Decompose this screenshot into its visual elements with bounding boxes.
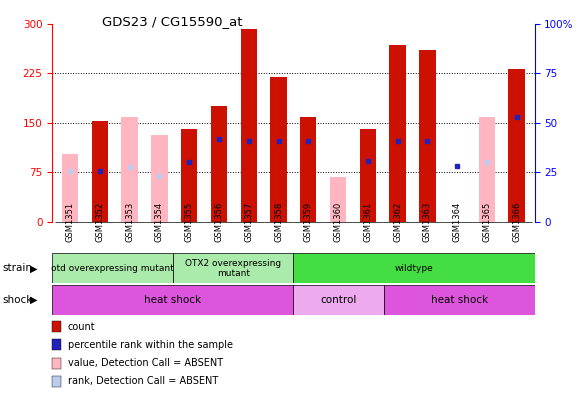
Bar (442, 222, 472, 223)
Bar (151, 135, 168, 222)
Text: shock: shock (3, 295, 33, 305)
Bar (173, 253, 293, 283)
Bar (389, 45, 406, 222)
Bar (419, 50, 436, 222)
Bar (115, 222, 145, 223)
Text: GSM1357: GSM1357 (244, 202, 253, 242)
Bar (353, 222, 383, 223)
Text: GSM1353: GSM1353 (125, 202, 134, 242)
Text: wildtype: wildtype (394, 264, 433, 273)
Text: GSM1359: GSM1359 (304, 202, 313, 242)
Text: otd overexpressing mutant: otd overexpressing mutant (51, 264, 174, 273)
Bar (52, 285, 293, 315)
Bar (174, 222, 204, 223)
Bar (413, 222, 442, 223)
Text: OTX2 overexpressing
mutant: OTX2 overexpressing mutant (185, 259, 281, 278)
Text: GSM1355: GSM1355 (185, 202, 193, 242)
Text: GSM1362: GSM1362 (393, 202, 402, 242)
Text: GSM1363: GSM1363 (423, 202, 432, 242)
Text: GSM1352: GSM1352 (95, 202, 105, 242)
Text: GSM1358: GSM1358 (274, 202, 283, 242)
Bar (300, 118, 317, 222)
Text: heat shock: heat shock (144, 295, 202, 305)
Bar (204, 222, 234, 223)
Bar (502, 222, 532, 223)
Bar (293, 285, 384, 315)
Text: control: control (321, 295, 357, 305)
Bar (241, 29, 257, 222)
Text: GSM1354: GSM1354 (155, 202, 164, 242)
Text: GSM1360: GSM1360 (333, 202, 343, 242)
Text: strain: strain (3, 263, 33, 273)
Text: GSM1351: GSM1351 (66, 202, 74, 242)
Text: heat shock: heat shock (431, 295, 487, 305)
Bar (181, 129, 198, 222)
Bar (145, 222, 174, 223)
Bar (479, 118, 495, 222)
Text: GSM1361: GSM1361 (363, 202, 372, 242)
Bar (360, 129, 376, 222)
Text: ▶: ▶ (30, 263, 38, 273)
Bar (92, 122, 108, 222)
Text: GDS23 / CG15590_at: GDS23 / CG15590_at (102, 15, 242, 28)
Bar (121, 118, 138, 222)
Bar (85, 222, 115, 223)
Text: GSM1364: GSM1364 (453, 202, 462, 242)
Bar (508, 69, 525, 222)
Bar (293, 222, 323, 223)
Bar (270, 76, 286, 222)
Text: GSM1365: GSM1365 (482, 202, 492, 242)
Bar (330, 177, 346, 222)
Bar (384, 285, 535, 315)
Text: GSM1356: GSM1356 (214, 202, 224, 242)
Bar (234, 222, 264, 223)
Text: value, Detection Call = ABSENT: value, Detection Call = ABSENT (68, 358, 223, 368)
Bar (383, 222, 413, 223)
Text: percentile rank within the sample: percentile rank within the sample (68, 340, 233, 350)
Bar (211, 106, 227, 222)
Text: rank, Detection Call = ABSENT: rank, Detection Call = ABSENT (68, 376, 218, 386)
Bar (472, 222, 502, 223)
Text: count: count (68, 322, 96, 332)
Text: GSM1366: GSM1366 (512, 202, 521, 242)
Bar (264, 222, 293, 223)
Bar (52, 253, 173, 283)
Text: ▶: ▶ (30, 295, 38, 305)
Bar (293, 253, 535, 283)
Bar (323, 222, 353, 223)
Bar (62, 154, 78, 222)
Bar (55, 222, 85, 223)
